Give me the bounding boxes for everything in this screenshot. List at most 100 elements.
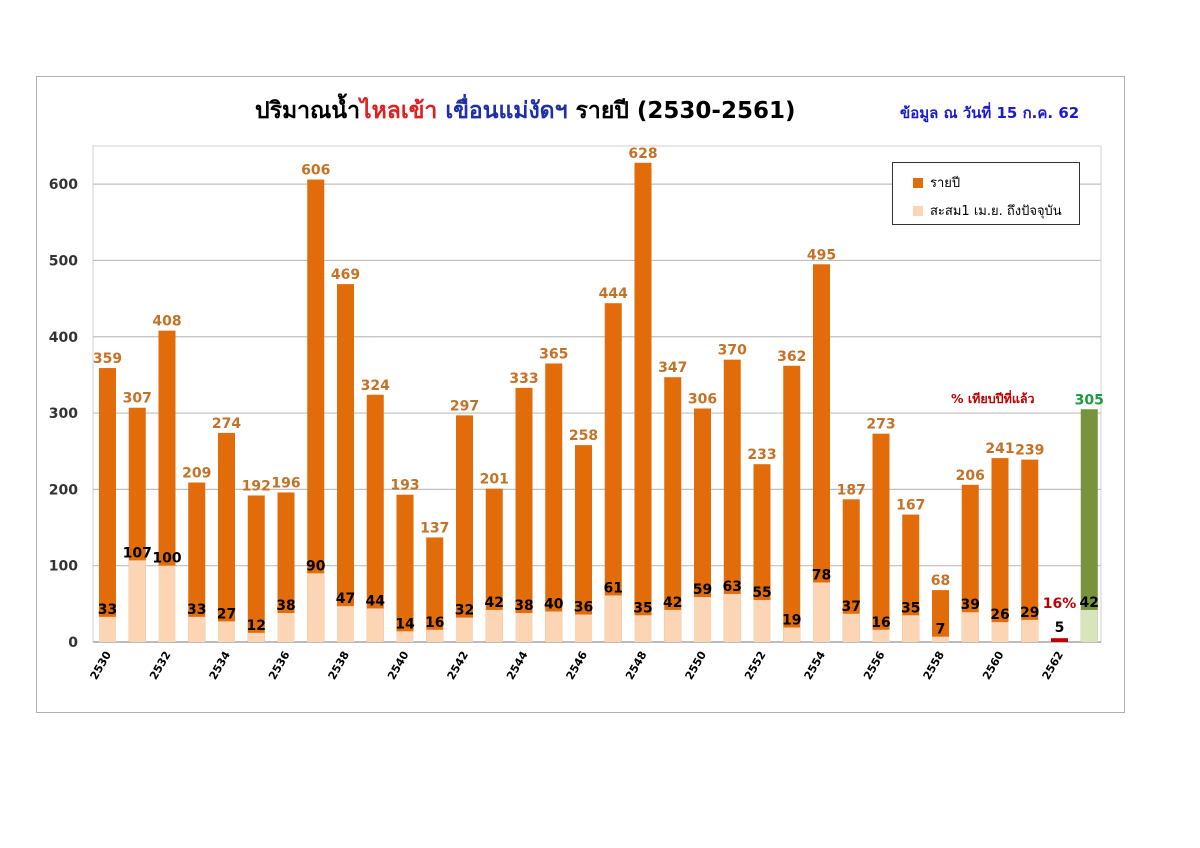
cumulative-bar — [932, 636, 949, 642]
x-tick-label: 2538 — [326, 649, 353, 682]
cumulative-bar — [99, 616, 116, 642]
x-tick-label: 2546 — [564, 649, 591, 682]
annual-value-label: 193 — [390, 478, 419, 494]
annual-bar — [664, 377, 682, 642]
cumulative-value-label: 59 — [693, 582, 712, 598]
annual-value-label: 365 — [539, 346, 568, 362]
annual-value-label: 305 — [1075, 392, 1104, 408]
cumulative-value-label: 33 — [98, 602, 117, 618]
x-tick-label: 2530 — [88, 649, 115, 682]
annual-value-label: 241 — [985, 441, 1014, 457]
cumulative-bar — [188, 616, 206, 642]
cumulative-bar — [158, 565, 176, 642]
annual-value-label: 187 — [837, 482, 866, 498]
y-tick-label: 100 — [49, 559, 78, 575]
x-tick-label: 2542 — [445, 649, 472, 682]
y-tick-label: 600 — [49, 177, 78, 193]
title-part-2: ไหลเข้า — [360, 98, 438, 124]
title-part-1: ปริมาณน้ำ — [255, 98, 361, 124]
x-tick-label: 2562 — [1040, 649, 1067, 682]
title-part-3: เขื่อนแม่งัดฯ — [437, 98, 568, 124]
cumulative-value-label: 7 — [936, 622, 946, 638]
cumulative-bar — [396, 631, 414, 642]
annual-bar — [604, 303, 622, 642]
annual-value-label: 495 — [807, 247, 836, 263]
annual-value-label: 469 — [331, 267, 360, 283]
cumulative-bar — [842, 613, 860, 642]
x-tick-label: 2560 — [980, 649, 1007, 682]
cumulative-value-label: 36 — [574, 600, 593, 616]
percent-note: % เทียบปีที่แล้ว — [951, 391, 1035, 406]
cumulative-value-label: 38 — [514, 598, 533, 614]
cumulative-value-label: 42 — [1080, 595, 1099, 611]
cumulative-bar — [604, 595, 622, 642]
cumulative-bar — [991, 622, 1009, 642]
annual-bar — [634, 162, 652, 642]
cumulative-value-label: 100 — [152, 551, 181, 567]
annual-bar — [396, 494, 414, 642]
x-tick-label: 2534 — [207, 649, 234, 682]
cumulative-value-label: 107 — [123, 545, 152, 561]
cumulative-value-label: 55 — [752, 585, 771, 601]
cumulative-value-label: 12 — [247, 618, 266, 634]
cumulative-value-label: 33 — [187, 602, 206, 618]
x-tick-label: 2554 — [802, 649, 829, 682]
cumulative-value-label: 42 — [663, 595, 682, 611]
cumulative-bar — [426, 629, 444, 642]
cumulative-value-label: 27 — [217, 606, 236, 622]
y-tick-label: 0 — [68, 635, 78, 651]
legend-swatch-cumulative — [913, 206, 923, 216]
annual-bar — [813, 264, 830, 642]
cumulative-value-label: 26 — [990, 607, 1009, 623]
current-year-bar — [1051, 638, 1068, 642]
x-tick-label: 2540 — [385, 649, 412, 682]
cumulative-value-label: 39 — [961, 597, 980, 613]
data-date-note: ข้อมูล ณ วันที่ 15 ก.ค. 62 — [900, 104, 1080, 122]
y-tick-label: 300 — [49, 406, 78, 422]
annual-value-label: 370 — [718, 343, 747, 359]
cumulative-bar — [664, 609, 682, 642]
annual-bar — [932, 590, 949, 642]
annual-value-label: 628 — [628, 146, 657, 162]
annual-bar — [515, 387, 533, 642]
annual-value-label: 68 — [931, 573, 950, 589]
annual-value-label: 347 — [658, 360, 687, 376]
annual-bar — [99, 368, 116, 642]
y-tick-label: 200 — [49, 482, 78, 498]
cumulative-value-label: 5 — [1055, 620, 1065, 636]
annual-bar — [575, 445, 592, 642]
annual-value-label: 444 — [599, 286, 628, 302]
annual-value-label: 209 — [182, 466, 211, 482]
annual-value-label: 192 — [242, 478, 271, 494]
annual-value-label: 408 — [152, 314, 181, 330]
cumulative-bar — [813, 582, 830, 642]
x-tick-label: 2536 — [266, 649, 293, 682]
annual-value-label: 273 — [866, 417, 895, 433]
cumulative-bar — [277, 613, 295, 642]
cumulative-value-label: 44 — [366, 593, 386, 609]
x-tick-label: 2548 — [623, 649, 650, 682]
annual-bar — [902, 514, 920, 642]
y-tick-label: 500 — [49, 253, 78, 269]
legend-label-annual: รายปี — [930, 176, 961, 191]
cumulative-bar — [485, 609, 503, 642]
annual-value-label: 206 — [956, 468, 985, 484]
annual-bar — [961, 484, 979, 642]
cumulative-value-label: 29 — [1020, 605, 1039, 621]
annual-bar — [1021, 459, 1039, 642]
cumulative-value-label: 32 — [455, 603, 474, 619]
cumulative-bar — [723, 593, 741, 642]
cumulative-bar — [694, 596, 711, 642]
x-tick-label: 2544 — [504, 649, 531, 682]
cumulative-value-label: 16 — [425, 615, 444, 631]
cumulative-bar — [128, 560, 146, 642]
annual-value-label: 324 — [361, 378, 390, 394]
annual-bar — [753, 464, 771, 642]
cumulative-value-label: 47 — [336, 591, 355, 607]
cumulative-value-label: 90 — [306, 558, 326, 574]
cumulative-value-label: 78 — [812, 567, 831, 583]
cumulative-value-label: 38 — [276, 598, 295, 614]
cumulative-value-label: 61 — [604, 580, 623, 596]
annual-value-label: 196 — [271, 475, 300, 491]
